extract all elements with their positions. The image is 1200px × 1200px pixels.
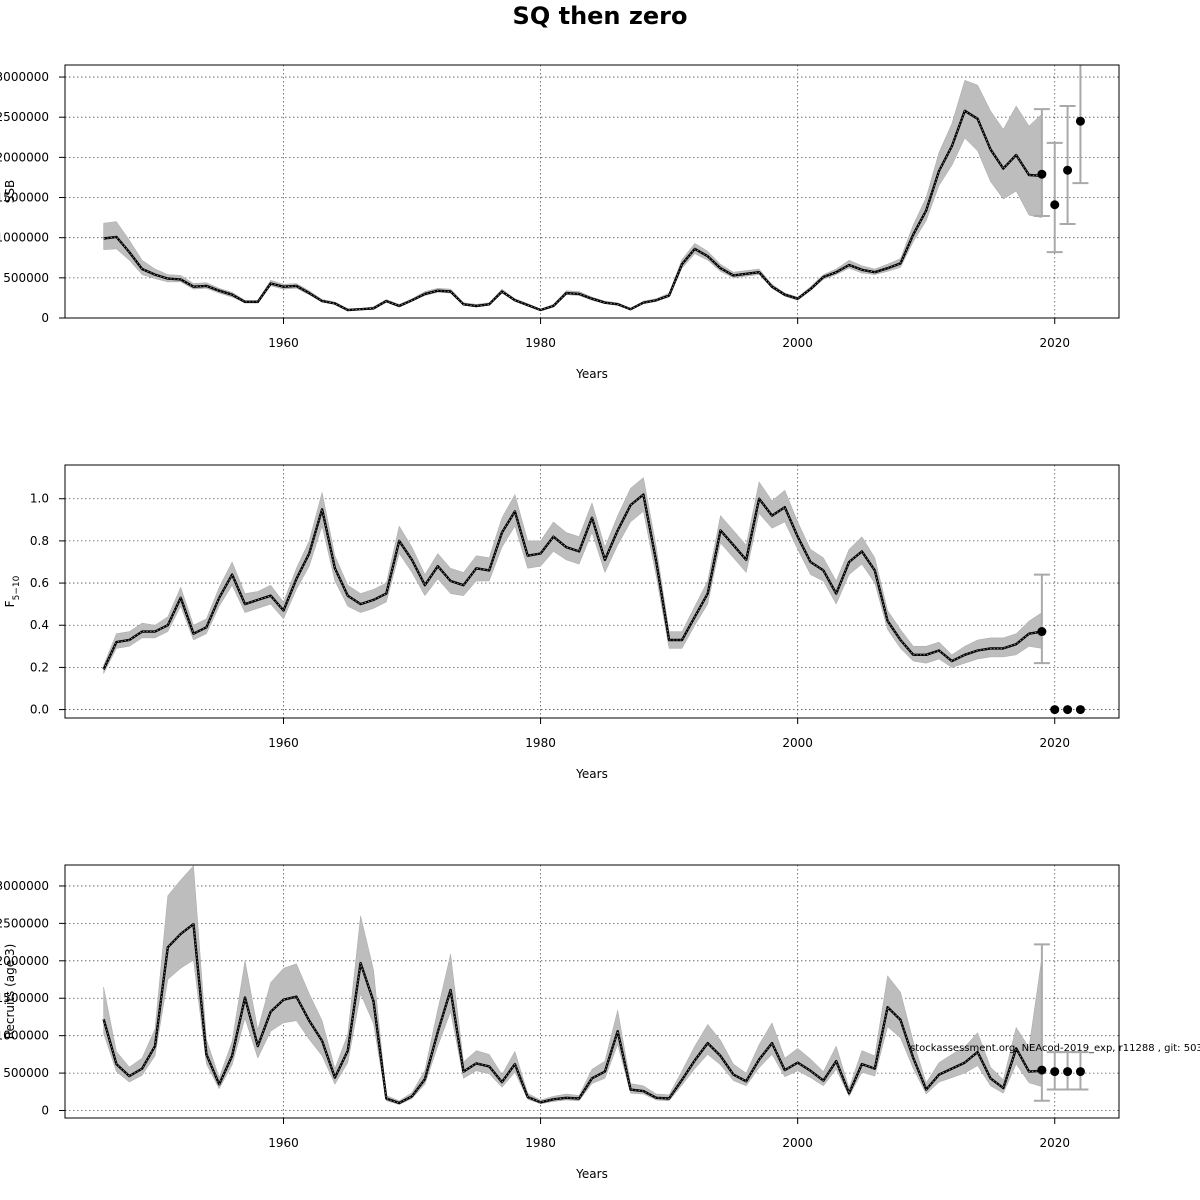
fbar-y-tick-label-0.6: 0.6 [30,576,49,590]
ssb-forecast-point-2021 [1063,165,1073,175]
ssb-x-tick-label-1960: 1960 [268,336,299,350]
fbar-forecast-point-2021 [1063,705,1073,715]
ssb-forecast-point-2022 [1075,116,1085,126]
recruits-forecast-ci-2019 [1033,943,1050,1102]
fbar-panel: 1960 1980 2000 2020 Years 0.0 0.2 0.4 0.6 0.8 1.0 F… [3,464,1120,781]
recruits-y-tick-label-1500000: 1500000 [0,991,49,1005]
fbar-y-axis-label: F5−10 [3,575,22,607]
fbar-y-axis: 0.0 0.2 0.4 0.6 0.8 1.0 F5−10 [3,492,65,717]
ssb-forecast-point-2020 [1050,200,1060,210]
recruits-y-tick-label-0: 0 [41,1104,49,1118]
ssb-y-tick-label-0: 0 [41,311,49,325]
ssb-forecast-ci-2022 [1072,65,1089,185]
recruits-x-axis: 1960 1980 2000 2020 Years [268,1118,1070,1181]
recruits-x-tick-label-2000: 2000 [782,1136,813,1150]
ssb-y-tick-label-2500000: 2500000 [0,110,49,124]
ssb-y-tick-label-1500000: 1500000 [0,191,49,205]
fbar-forecast-point-2020 [1050,705,1060,715]
fbar-x-tick-label-1980: 1980 [525,736,556,750]
recruits-x-axis-label: Years [575,1167,608,1181]
ssb-x-axis: 1960 1980 2000 2020 Years [268,318,1070,381]
recruits-forecast-point-2020 [1050,1067,1060,1077]
recruits-plot-area [102,865,1089,1105]
fbar-y-tick-label-1: 1.0 [30,492,49,506]
ssb-x-axis-label: Years [575,367,608,381]
recruits-x-tick-label-1980: 1980 [525,1136,556,1150]
ssb-x-tick-label-2020: 2020 [1039,336,1070,350]
recruits-x-tick-label-1960: 1960 [268,1136,299,1150]
recruits-estimate-line-highlight [103,923,1042,1104]
ssb-x-tick-label-1980: 1980 [525,336,556,350]
fbar-plot-frame [64,464,1120,719]
fbar-y-tick-label-0.4: 0.4 [30,618,49,632]
ssb-panel: 1960 1980 2000 2020 Years 0 500000 1000000 15000… [0,64,1120,381]
ssb-forecast-point-2019 [1037,169,1047,179]
fbar-estimate-line [102,493,1043,671]
fbar-y-tick-label-0.8: 0.8 [30,534,49,548]
ssb-y-tick-label-500000: 500000 [3,271,49,285]
ssb-confidence-band [103,79,1043,312]
fbar-x-axis: 1960 1980 2000 2020 Years [268,718,1070,781]
ssb-y-axis: 0 500000 1000000 1500000 2000000 2500000 30000… [0,70,65,325]
recruits-forecast-point-2019 [1037,1065,1047,1075]
fbar-forecast-ci-2019 [1033,573,1050,665]
panels: 1960 1980 2000 2020 Years 0 500000 1000000 15000… [0,64,1200,1181]
fbar-plot-area [102,477,1085,715]
fbar-forecast-point-2019 [1037,627,1047,637]
fbar-confidence-band [103,477,1043,674]
recruits-y-tick-label-2000000: 2000000 [0,954,49,968]
recruits-plot-frame [64,864,1120,1119]
fbar-x-axis-label: Years [575,767,608,781]
ssb-estimate-line-highlight [103,110,1042,311]
recruits-y-axis: 0 500000 1000000 1500000 2000000 2500000 30000… [0,879,65,1118]
fbar-x-tick-label-2000: 2000 [782,736,813,750]
ssb-y-axis-label: SSB [3,180,17,203]
ssb-forecast-ci-2019 [1033,108,1050,217]
fbar-y-axis-label-subscript: 5−10 [12,575,22,600]
ssb-plot-area [103,65,1089,312]
recruits-y-tick-label-3000000: 3000000 [0,879,49,893]
ssb-forecast-ci-2020 [1046,141,1063,254]
fbar-x-tick-label-1960: 1960 [268,736,299,750]
ssb-estimate-line [103,109,1042,312]
fbar-y-tick-label-0.2: 0.2 [30,660,49,674]
recruits-y-tick-label-2500000: 2500000 [0,916,49,930]
fbar-y-tick-label-0: 0.0 [30,703,49,717]
ssb-y-tick-label-2000000: 2000000 [0,150,49,164]
ssb-forecast-ci-2021 [1059,104,1076,226]
recruits-forecast-point-2022 [1075,1067,1085,1077]
fbar-forecast-point-2022 [1075,705,1085,715]
recruits-forecast-point-2021 [1063,1067,1073,1077]
recruits-y-tick-label-1000000: 1000000 [0,1029,49,1043]
ssb-x-tick-label-2000: 2000 [782,336,813,350]
fbar-x-tick-label-2020: 2020 [1039,736,1070,750]
ssb-y-tick-label-1000000: 1000000 [0,231,49,245]
recruits-panel: 1960 1980 2000 2020 Years 0 500000 1000000 15000… [0,864,1120,1181]
figure-title: SQ then zero [513,2,688,30]
recruits-confidence-band [103,865,1043,1105]
ssb-plot-frame [64,64,1120,319]
recruits-y-tick-label-500000: 500000 [3,1066,49,1080]
ssb-y-tick-label-3000000: 3000000 [0,70,49,84]
recruits-y-axis-label: Recruits (age 3) [3,944,17,1040]
recruits-x-tick-label-2020: 2020 [1039,1136,1070,1150]
credit-note: stockassessment.org, NEAcod-2019_exp, r1… [910,1043,1200,1054]
